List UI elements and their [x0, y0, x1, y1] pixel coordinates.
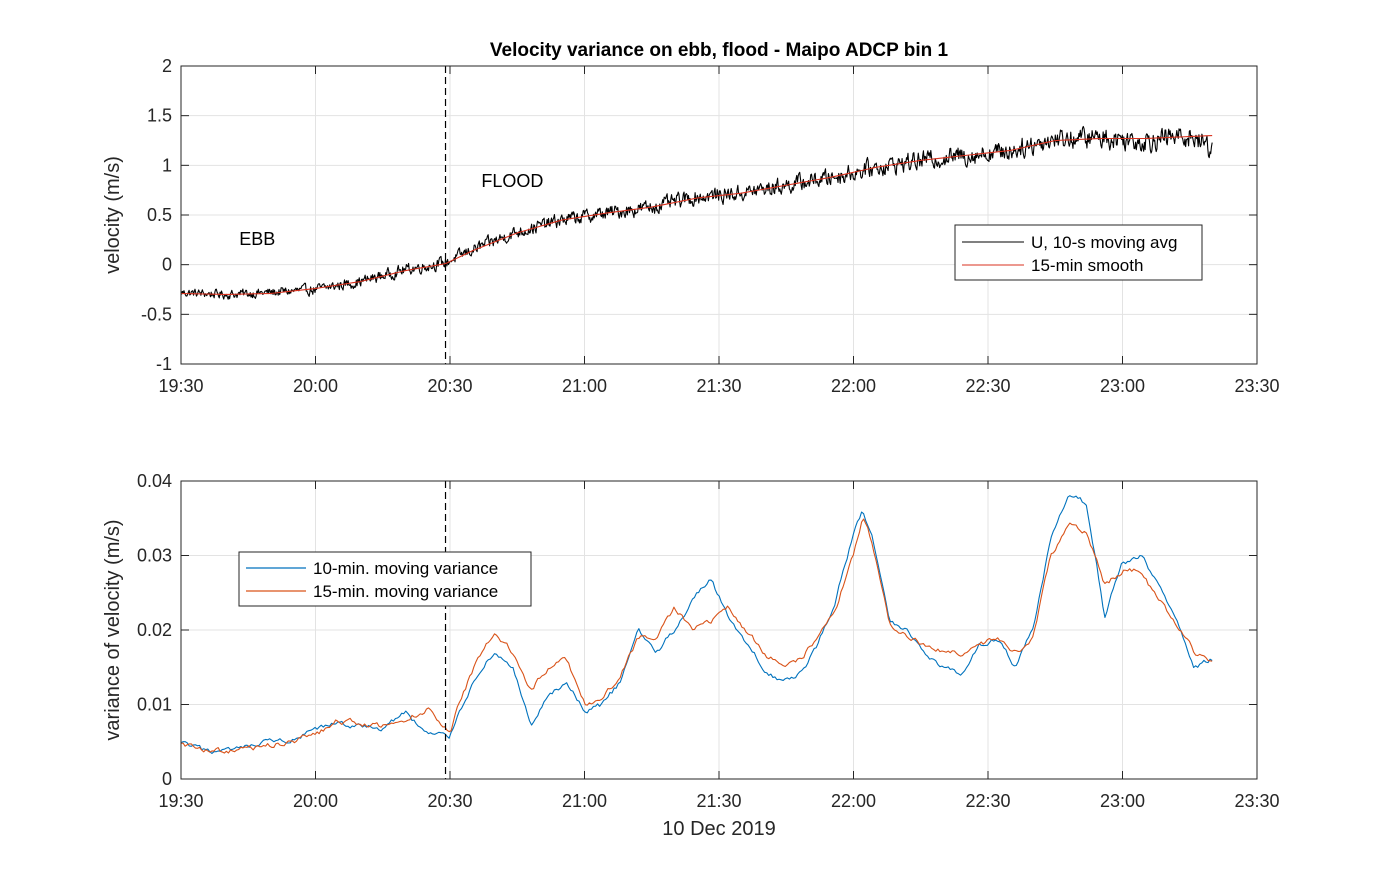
- variance-legend-label-10min: 10-min. moving variance: [313, 559, 498, 578]
- x-tick-label: 22:30: [965, 376, 1010, 396]
- variance-legend: 10-min. moving variance 15-min. moving v…: [238, 551, 532, 607]
- variance-series-group: [180, 495, 1213, 754]
- x-tick-label: 22:00: [831, 791, 876, 811]
- x-tick-label: 23:00: [1100, 376, 1145, 396]
- series-line-u-10-s-moving-avg: [180, 125, 1213, 300]
- y-tick-label: 0.01: [137, 695, 172, 715]
- variance-legend-label-15min: 15-min. moving variance: [313, 582, 498, 601]
- y-tick-label: 0.04: [137, 471, 172, 491]
- y-tick-label: 0.5: [147, 205, 172, 225]
- variance-x-axis-label: 10 Dec 2019: [662, 818, 775, 840]
- velocity-legend-box: [954, 224, 1203, 281]
- velocity-chart: 19:30 20:00 20:30 21:00 21:30 22:00 22:30 23:00…: [102, 40, 1280, 396]
- x-tick-label: 21:30: [696, 791, 741, 811]
- x-tick-label: 23:30: [1234, 376, 1279, 396]
- variance-y-axis-label: variance of velocity (m/s): [102, 519, 124, 740]
- x-tick-label: 20:30: [427, 791, 472, 811]
- velocity-legend: U, 10-s moving avg 15-min smooth: [954, 224, 1203, 281]
- y-tick-label: 2: [162, 56, 172, 76]
- x-tick-label: 21:00: [562, 791, 607, 811]
- x-tick-label: 23:00: [1100, 791, 1145, 811]
- x-tick-label: 22:00: [831, 376, 876, 396]
- variance-ticks: 19:30 20:00 20:30 21:00 21:30 22:00 22:30 23:00…: [137, 471, 1280, 811]
- velocity-chart-title: Velocity variance on ebb, flood - Maipo …: [490, 40, 949, 61]
- y-tick-label: 0: [162, 255, 172, 275]
- series-line-10-min-moving-variance: [180, 495, 1213, 754]
- x-tick-label: 20:30: [427, 376, 472, 396]
- velocity-y-axis-label: velocity (m/s): [102, 156, 124, 274]
- ebb-annotation: EBB: [239, 229, 275, 249]
- series-line-15-min-moving-variance: [180, 518, 1213, 754]
- y-tick-label: 1: [162, 155, 172, 175]
- variance-chart: 19:30 20:00 20:30 21:00 21:30 22:00 22:30 23:00…: [102, 471, 1280, 840]
- x-tick-label: 19:30: [158, 791, 203, 811]
- y-tick-label: -0.5: [141, 304, 172, 324]
- x-tick-label: 20:00: [293, 376, 338, 396]
- x-tick-label: 23:30: [1234, 791, 1279, 811]
- x-tick-label: 19:30: [158, 376, 203, 396]
- x-tick-label: 22:30: [965, 791, 1010, 811]
- y-tick-label: 0.02: [137, 620, 172, 640]
- y-tick-label: 0: [162, 769, 172, 789]
- y-tick-label: 1.5: [147, 106, 172, 126]
- velocity-legend-label-u: U, 10-s moving avg: [1031, 233, 1177, 252]
- x-tick-label: 20:00: [293, 791, 338, 811]
- velocity-ticks: 19:30 20:00 20:30 21:00 21:30 22:00 22:30 23:00…: [141, 56, 1280, 396]
- y-tick-label: 0.03: [137, 546, 172, 566]
- velocity-legend-label-smooth: 15-min smooth: [1031, 256, 1143, 275]
- flood-annotation: FLOOD: [481, 171, 543, 191]
- series-line-15-min-smooth: [180, 134, 1213, 296]
- variance-legend-box: [238, 551, 532, 607]
- x-tick-label: 21:00: [562, 376, 607, 396]
- y-tick-label: -1: [156, 354, 172, 374]
- velocity-series-group: [180, 125, 1213, 300]
- x-tick-label: 21:30: [696, 376, 741, 396]
